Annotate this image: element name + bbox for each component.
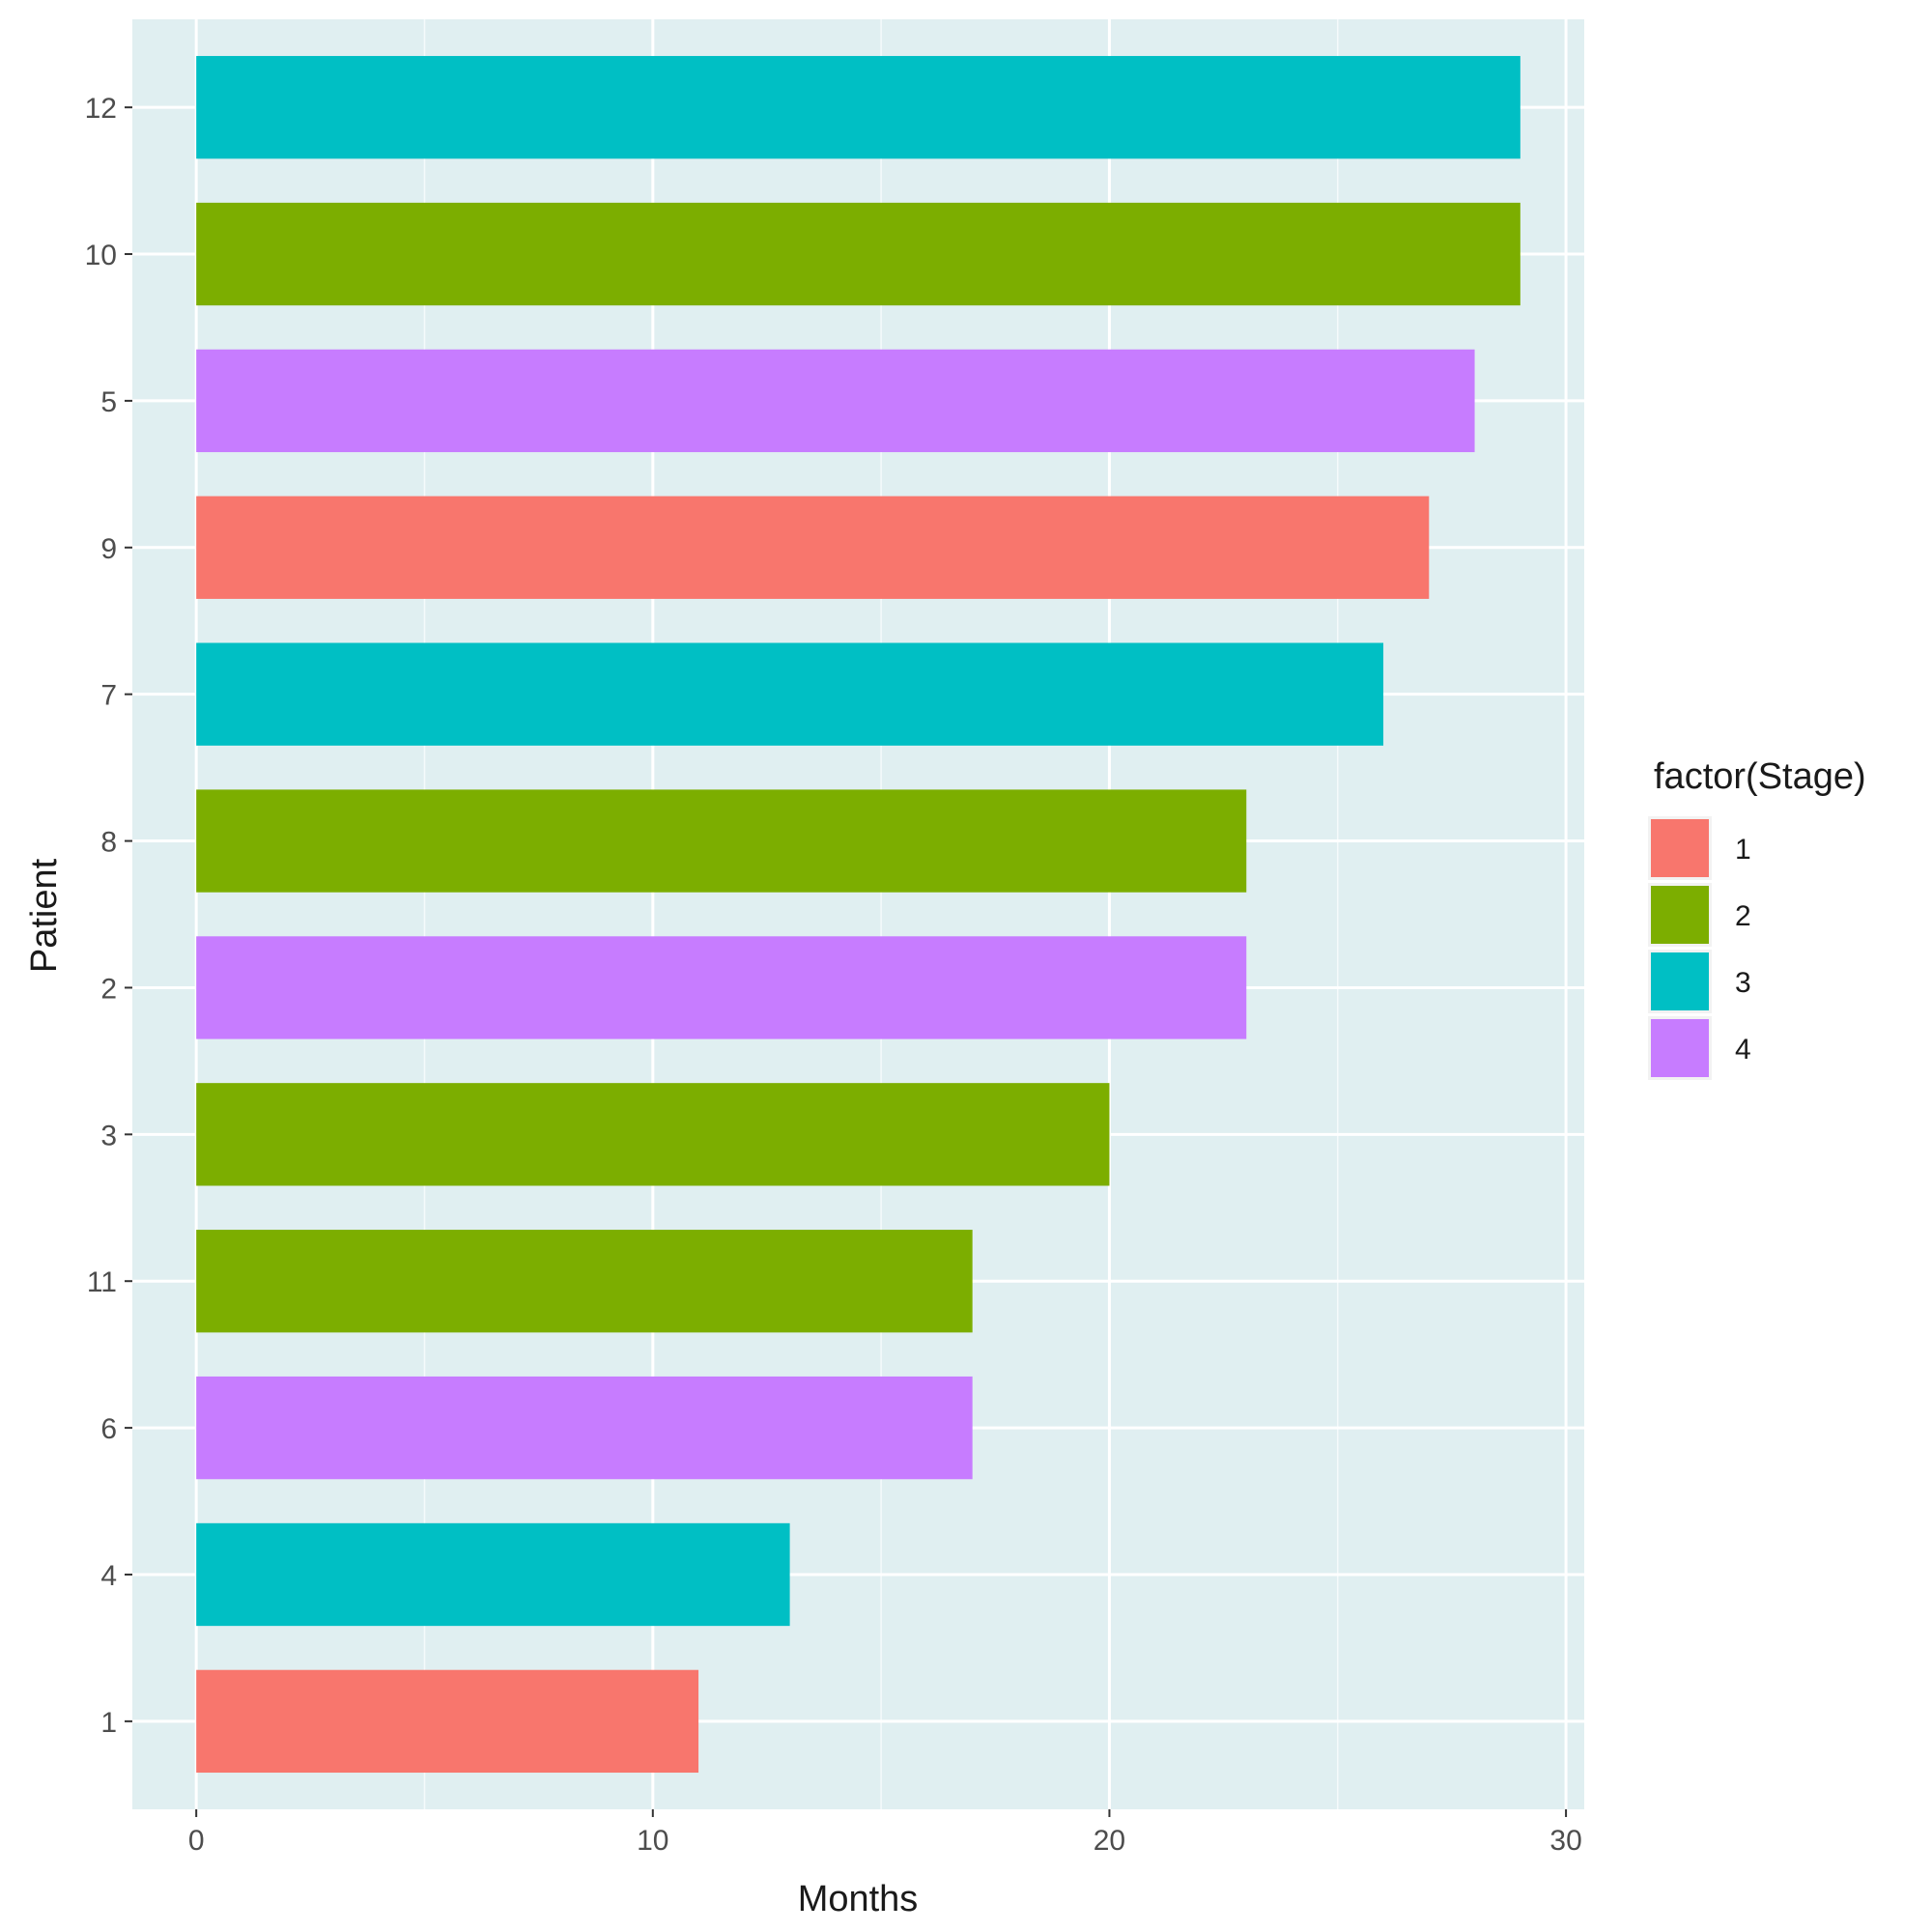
- legend-label: 2: [1735, 900, 1751, 932]
- bar-patient-11: [196, 1230, 973, 1333]
- bars: [196, 55, 1520, 1774]
- y-tick-label: 4: [100, 1560, 117, 1592]
- y-tick-label: 12: [85, 93, 117, 125]
- legend-swatch-stage-3: [1651, 952, 1709, 1010]
- bar-patient-5: [196, 349, 1475, 453]
- legend-swatch-stage-1: [1651, 819, 1709, 877]
- bar-patient-9: [196, 496, 1430, 599]
- legend-label: 3: [1735, 967, 1751, 999]
- y-axis-ticks: 12 10 5 9 7 8 2 3 11 6 4 1: [85, 93, 132, 1739]
- plot-panel: [132, 19, 1584, 1809]
- bar-patient-6: [196, 1376, 973, 1480]
- x-tick-label: 0: [188, 1825, 205, 1857]
- y-tick-label: 11: [87, 1266, 117, 1298]
- y-tick-label: 5: [100, 386, 117, 418]
- bar-patient-3: [196, 1083, 1110, 1186]
- x-tick-label: 20: [1094, 1825, 1125, 1857]
- x-axis-title: Months: [798, 1879, 919, 1919]
- y-tick-label: 7: [100, 680, 117, 712]
- y-tick-label: 8: [100, 827, 117, 859]
- legend-swatch-stage-4: [1651, 1019, 1709, 1077]
- bar-patient-8: [196, 789, 1247, 893]
- x-tick-label: 10: [637, 1825, 668, 1857]
- x-axis-ticks: 0 10 20 30: [188, 1809, 1582, 1857]
- bar-patient-4: [196, 1522, 790, 1627]
- bar-patient-10: [196, 202, 1520, 306]
- legend-title: factor(Stage): [1654, 756, 1866, 797]
- y-tick-label: 3: [100, 1120, 117, 1151]
- bar-patient-7: [196, 642, 1384, 746]
- legend-keys: 1 2 3 4: [1648, 816, 1751, 1080]
- y-axis-title: Patient: [24, 858, 65, 973]
- bar-patient-12: [196, 55, 1520, 159]
- legend-label: 4: [1735, 1034, 1751, 1065]
- y-tick-label: 6: [100, 1413, 117, 1445]
- legend: factor(Stage) 1 2 3 4: [1648, 756, 1866, 1080]
- y-tick-label: 9: [100, 533, 117, 565]
- legend-label: 1: [1735, 834, 1751, 866]
- bar-patient-1: [196, 1669, 699, 1774]
- legend-swatch-stage-2: [1651, 886, 1709, 944]
- bar-patient-2: [196, 936, 1247, 1039]
- x-tick-label: 30: [1549, 1825, 1581, 1857]
- y-tick-label: 2: [100, 973, 117, 1005]
- y-tick-label: 1: [100, 1707, 117, 1739]
- y-tick-label: 10: [85, 240, 117, 271]
